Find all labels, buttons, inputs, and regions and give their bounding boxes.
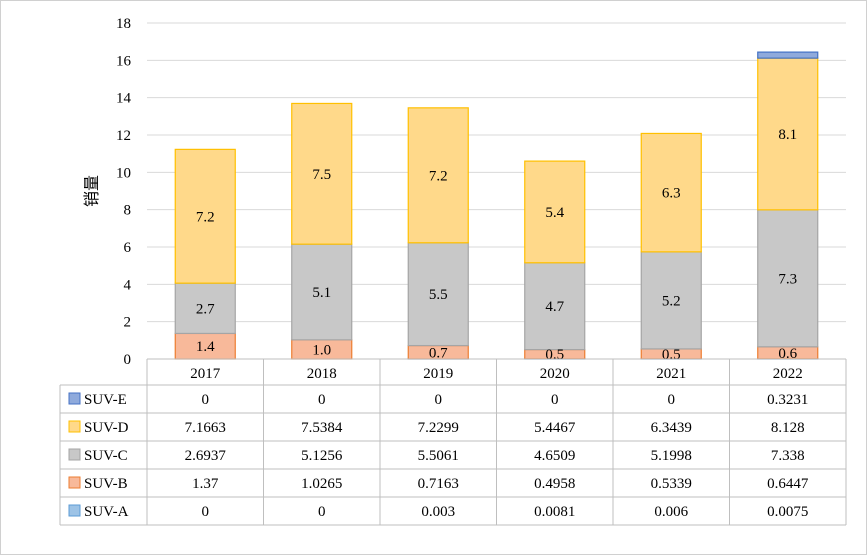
table-cell: 8.128 xyxy=(771,420,805,436)
table-cell: 5.5061 xyxy=(418,448,459,464)
y-axis-ticks: 0 2 4 6 8 10 12 14 16 18 xyxy=(116,16,132,368)
table-cell: 0.5339 xyxy=(651,476,692,492)
data-label: 1.0 xyxy=(312,342,331,358)
data-label: 5.1 xyxy=(312,285,331,301)
data-label: 6.3 xyxy=(662,186,681,202)
bar-segment-suv-e-2022 xyxy=(757,51,819,59)
data-label: 5.5 xyxy=(429,287,448,303)
table-cell: 0.0081 xyxy=(534,504,575,520)
table-cell: 2.6937 xyxy=(185,448,227,464)
bar-segment-suv-c-2018 xyxy=(291,243,353,341)
x-tick-label: 2017 xyxy=(190,366,221,382)
legend-entry: SUV-D xyxy=(84,420,129,436)
table-cell: 1.0265 xyxy=(301,476,342,492)
table-cell: 0 xyxy=(551,392,559,408)
y-tick-label: 2 xyxy=(124,315,132,331)
data-label: 0.7 xyxy=(429,345,448,361)
table-cell: 5.1998 xyxy=(651,448,692,464)
data-label: 0.5 xyxy=(545,347,564,363)
bar-segment-suv-c-2022 xyxy=(757,209,819,348)
bar-segment-suv-d-2019 xyxy=(407,107,469,244)
legend-key-suv-b xyxy=(68,476,81,489)
legend-entry: SUV-B xyxy=(84,476,128,492)
table-cell: 0.003 xyxy=(421,504,455,520)
data-label: 8.1 xyxy=(778,127,797,143)
y-tick-label: 10 xyxy=(116,165,131,181)
x-tick-label: 2019 xyxy=(423,366,453,382)
legend-entry: SUV-E xyxy=(84,392,127,408)
data-label: 5.4 xyxy=(545,205,564,221)
table-cell: 4.6509 xyxy=(534,448,575,464)
table-cell: 0 xyxy=(202,504,210,520)
table-cell: 6.3439 xyxy=(651,420,692,436)
table-cell: 0.6447 xyxy=(767,476,809,492)
table-cell: 0 xyxy=(435,392,443,408)
bar-segment-suv-c-2019 xyxy=(407,242,469,347)
table-cell: 0.006 xyxy=(654,504,688,520)
data-label: 7.2 xyxy=(429,168,448,184)
table-cell: 5.4467 xyxy=(534,420,576,436)
data-label: 0.6 xyxy=(778,346,797,362)
y-tick-label: 18 xyxy=(116,16,131,32)
table-cell: 5.1256 xyxy=(301,448,343,464)
y-tick-label: 14 xyxy=(116,91,132,107)
y-axis-label: 销量 xyxy=(83,175,101,207)
y-tick-label: 0 xyxy=(124,352,132,368)
table-cell: 7.2299 xyxy=(418,420,459,436)
data-label: 1.4 xyxy=(196,339,215,355)
x-tick-label: 2018 xyxy=(307,366,337,382)
bars xyxy=(174,51,819,360)
table-cell: 0 xyxy=(202,392,210,408)
data-labels: 1.4 2.7 7.2 1.0 5.1 7.5 0.7 5.5 7.2 0.5 4.7 5.4 0.5 5… xyxy=(196,127,798,363)
x-tick-label: 2021 xyxy=(656,366,686,382)
table-cell: 0 xyxy=(318,392,326,408)
table-cell: 7.5384 xyxy=(301,420,343,436)
y-tick-label: 16 xyxy=(116,53,132,69)
table-cell: 7.338 xyxy=(771,448,805,464)
y-tick-label: 8 xyxy=(124,203,132,219)
x-tick-label: 2022 xyxy=(773,366,803,382)
y-tick-label: 4 xyxy=(124,277,132,293)
legend-key-suv-c xyxy=(68,448,81,461)
table-cell: 1.37 xyxy=(192,476,219,492)
legend-entry: SUV-A xyxy=(84,504,129,520)
bar-segment-suv-c-2020 xyxy=(524,262,586,351)
data-table: 2017 2018 2019 2020 2021 2022 SUV-E 0 0 0 0 0 0.3231… xyxy=(59,358,847,526)
bar-segment-suv-d-2021 xyxy=(640,132,702,253)
legend-key-suv-d xyxy=(68,420,81,433)
table-cell: 7.1663 xyxy=(185,420,226,436)
table-cell: 0.4958 xyxy=(534,476,575,492)
data-label: 2.7 xyxy=(196,301,215,317)
legend-entry: SUV-C xyxy=(84,448,128,464)
legend-key-suv-a xyxy=(68,504,81,517)
bar-segment-suv-d-2018 xyxy=(291,102,353,245)
y-tick-label: 12 xyxy=(116,128,131,144)
table-cell: 0.0075 xyxy=(767,504,808,520)
data-label: 0.5 xyxy=(662,347,681,363)
table-cell: 0.7163 xyxy=(418,476,459,492)
data-label: 5.2 xyxy=(662,293,681,309)
gridlines xyxy=(147,22,846,323)
table-cell: 0.3231 xyxy=(767,392,808,408)
data-label: 7.2 xyxy=(196,209,215,225)
bar-segment-suv-c-2021 xyxy=(640,251,702,350)
x-tick-label: 2020 xyxy=(540,366,570,382)
table-cell: 0 xyxy=(668,392,676,408)
table-cell: 0 xyxy=(318,504,326,520)
legend-key-suv-e xyxy=(68,392,81,405)
data-label: 7.5 xyxy=(312,167,331,183)
bar-segment-suv-d-2020 xyxy=(524,160,586,264)
bar-segment-suv-d-2022 xyxy=(757,57,819,211)
y-tick-label: 6 xyxy=(124,240,132,256)
bar-segment-suv-d-2017 xyxy=(174,148,236,284)
data-label: 7.3 xyxy=(778,271,797,287)
data-label: 4.7 xyxy=(545,299,564,315)
